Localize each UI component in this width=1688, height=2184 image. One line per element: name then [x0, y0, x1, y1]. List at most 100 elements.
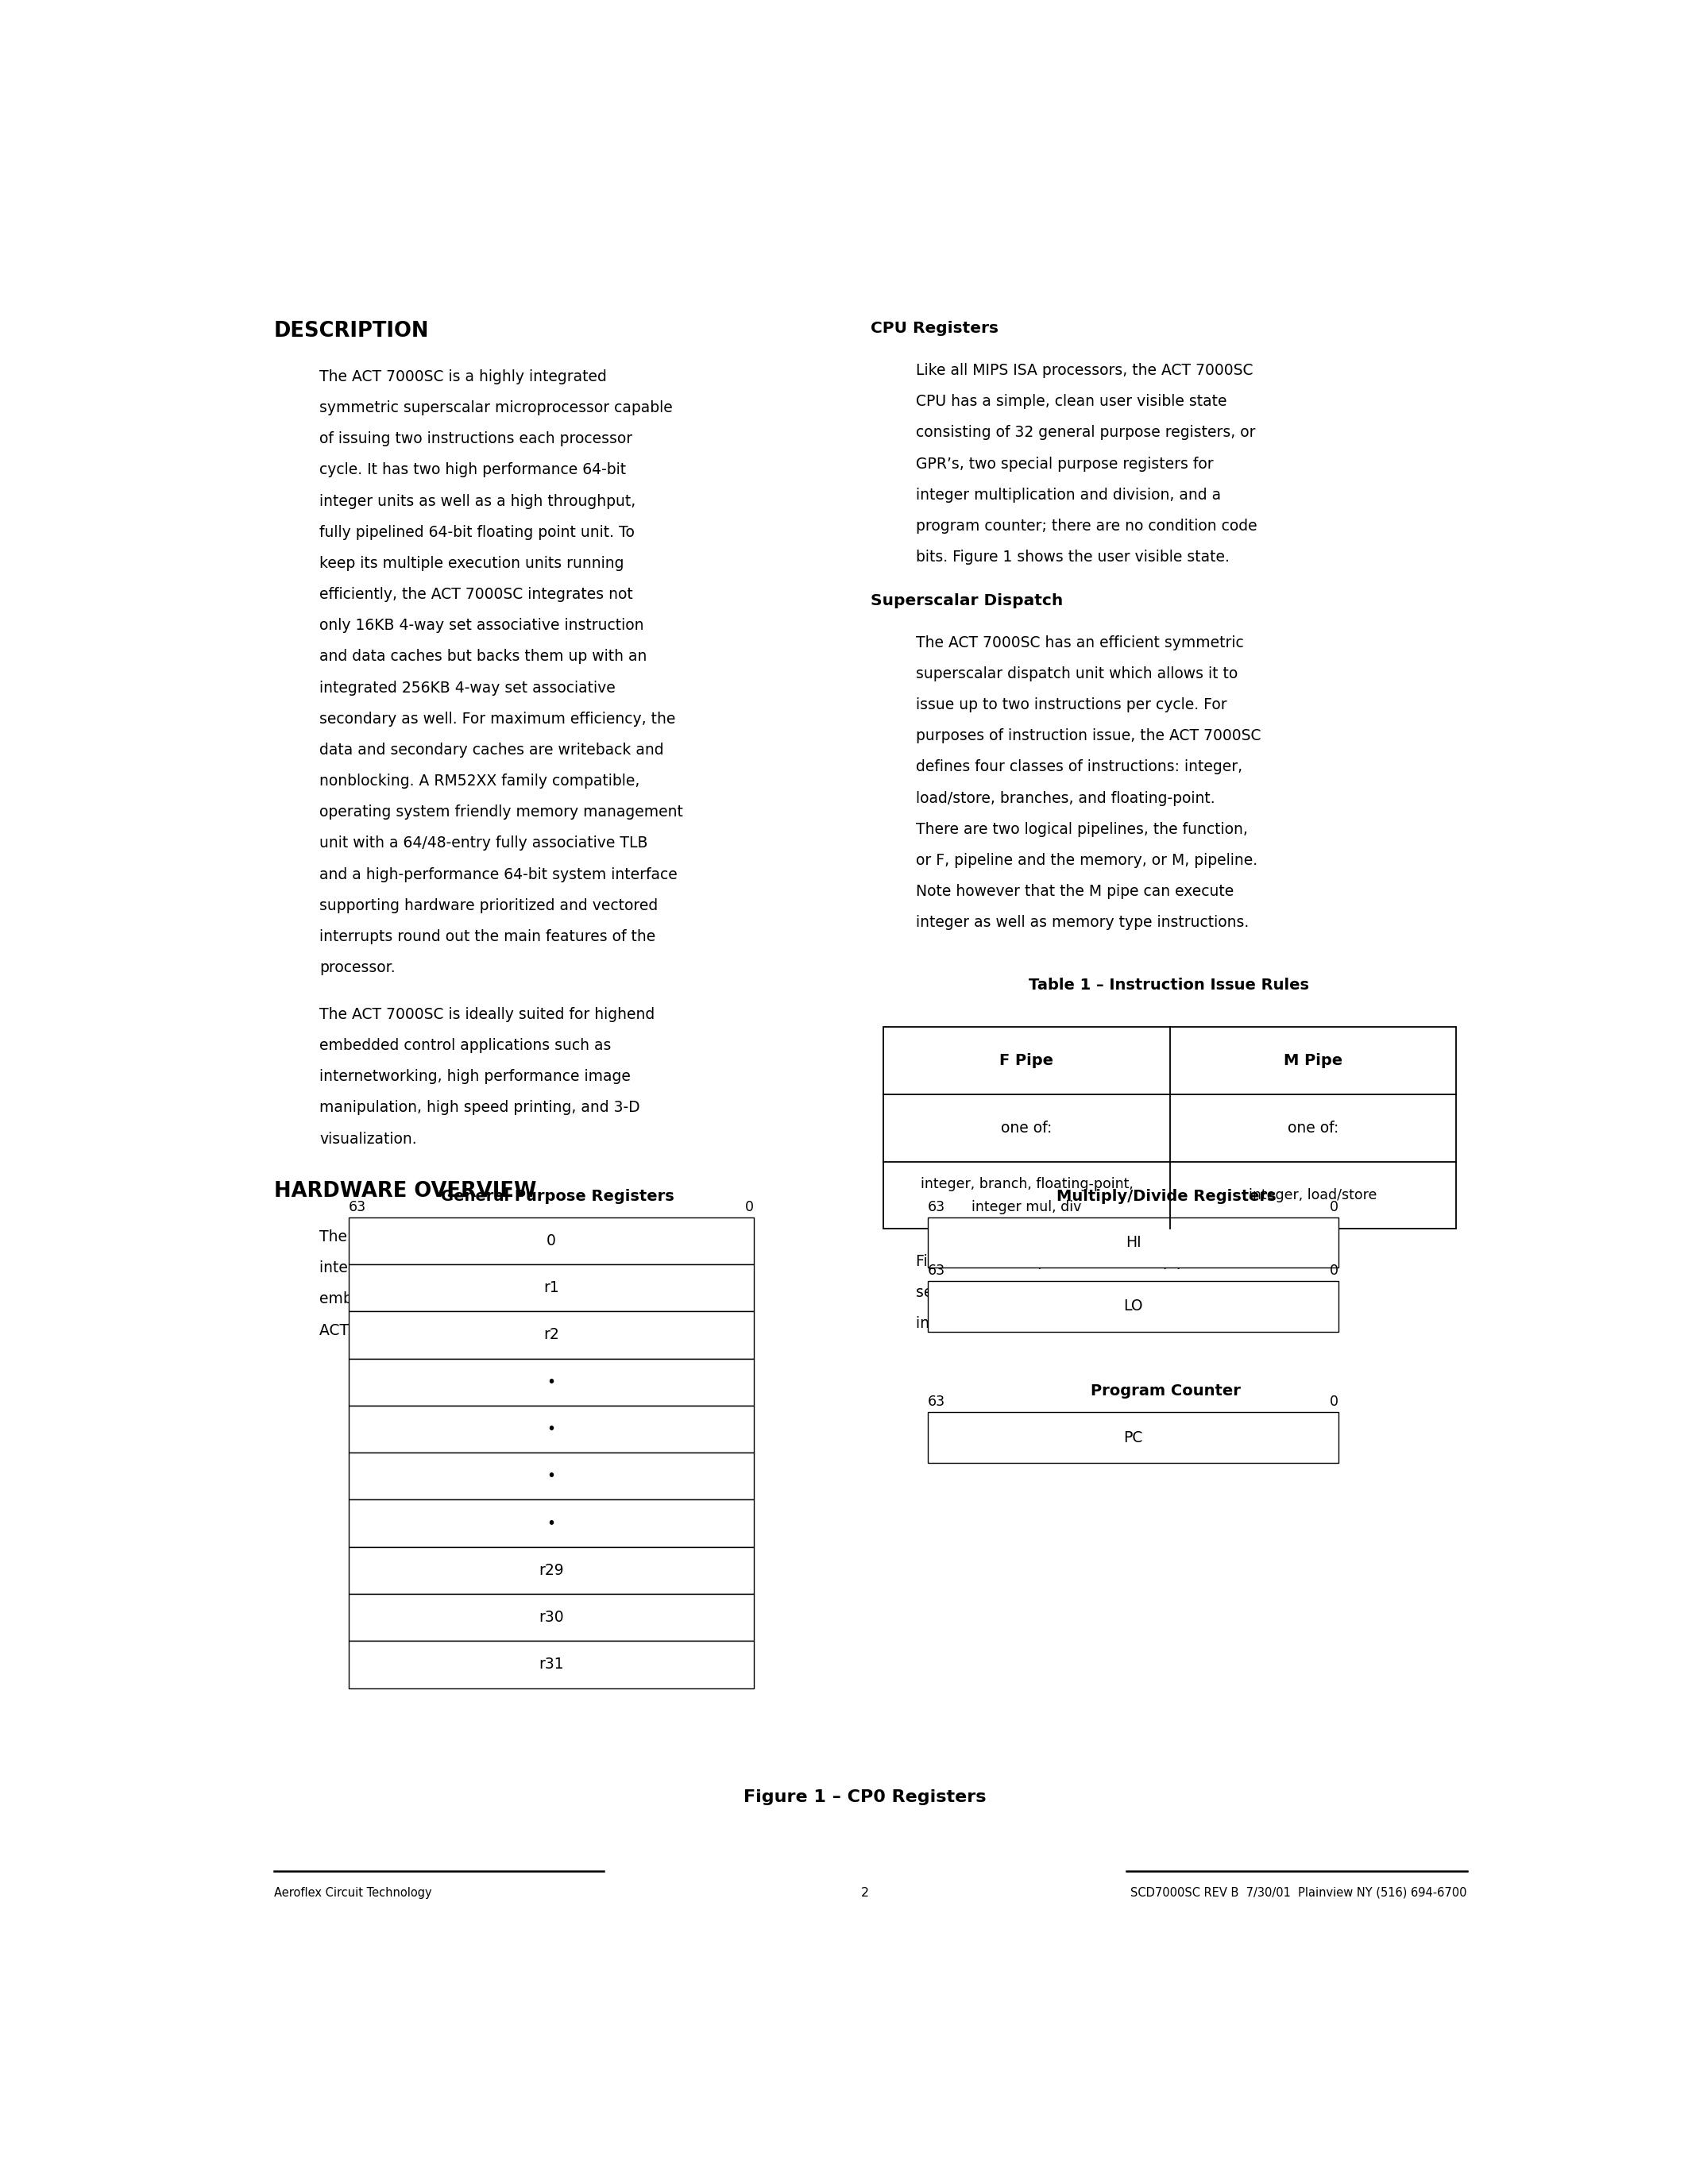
Text: interrupts round out the main features of the: interrupts round out the main features o…	[319, 928, 657, 943]
Text: ACT 7000SC are briefly described below.: ACT 7000SC are briefly described below.	[319, 1324, 621, 1339]
Text: issue up to two instructions per cycle. For: issue up to two instructions per cycle. …	[917, 697, 1227, 712]
Bar	[883, 1026, 1457, 1230]
Text: r29: r29	[538, 1564, 564, 1579]
Bar	[348, 1406, 755, 1452]
Text: GPR’s, two special purpose registers for: GPR’s, two special purpose registers for	[917, 456, 1214, 472]
Text: integrated 256KB 4-way set associative: integrated 256KB 4-way set associative	[319, 679, 616, 695]
Bar	[348, 1500, 755, 1546]
Text: The ACT 7000SC offers a high-level of: The ACT 7000SC offers a high-level of	[319, 1230, 603, 1245]
Text: data and secondary caches are writeback and: data and secondary caches are writeback …	[319, 743, 663, 758]
Text: Aeroflex Circuit Technology: Aeroflex Circuit Technology	[273, 1887, 432, 1898]
Text: F Pipe: F Pipe	[999, 1053, 1053, 1068]
Text: integer, branch, floating-point,: integer, branch, floating-point,	[920, 1177, 1133, 1190]
Bar	[348, 1358, 755, 1406]
Text: SCD7000SC REV B  7/30/01  Plainview NY (516) 694-6700: SCD7000SC REV B 7/30/01 Plainview NY (51…	[1131, 1887, 1467, 1898]
Text: 0: 0	[547, 1234, 555, 1249]
Text: PC: PC	[1124, 1431, 1143, 1446]
Text: 63: 63	[348, 1199, 366, 1214]
Text: of issuing two instructions each processor: of issuing two instructions each process…	[319, 432, 633, 446]
Text: r30: r30	[538, 1610, 564, 1625]
Text: Superscalar Dispatch: Superscalar Dispatch	[871, 594, 1063, 609]
Bar	[348, 1452, 755, 1500]
Text: r31: r31	[538, 1658, 564, 1673]
Text: Multiply/Divide Registers: Multiply/Divide Registers	[1057, 1188, 1276, 1203]
Text: and a high-performance 64-bit system interface: and a high-performance 64-bit system int…	[319, 867, 677, 882]
Text: 0: 0	[1330, 1265, 1339, 1278]
Text: visualization.: visualization.	[319, 1131, 417, 1147]
Text: 2: 2	[861, 1887, 869, 1898]
Text: HI: HI	[1126, 1234, 1141, 1249]
Text: integer, load/store: integer, load/store	[1249, 1188, 1377, 1203]
Text: •: •	[547, 1422, 555, 1437]
Bar	[348, 1640, 755, 1688]
Text: Figure 2 is a simplification of the pipeline: Figure 2 is a simplification of the pipe…	[917, 1254, 1222, 1269]
Text: secondary as well. For maximum efficiency, the: secondary as well. For maximum efficienc…	[319, 712, 675, 727]
Text: keep its multiple execution units running: keep its multiple execution units runnin…	[319, 555, 625, 570]
Bar	[348, 1310, 755, 1358]
Text: General Purpose Registers: General Purpose Registers	[441, 1188, 674, 1203]
Text: Table 1 – Instruction Issue Rules: Table 1 – Instruction Issue Rules	[1028, 978, 1308, 992]
Text: or F, pipeline and the memory, or M, pipeline.: or F, pipeline and the memory, or M, pip…	[917, 854, 1258, 867]
Bar	[928, 1413, 1339, 1463]
Text: CPU Registers: CPU Registers	[871, 321, 998, 336]
Text: The ACT 7000SC is ideally suited for highend: The ACT 7000SC is ideally suited for hig…	[319, 1007, 655, 1022]
Text: embedded control applications such as: embedded control applications such as	[319, 1037, 611, 1053]
Text: integer multiplication and division, and a: integer multiplication and division, and…	[917, 487, 1220, 502]
Text: The ACT 7000SC is a highly integrated: The ACT 7000SC is a highly integrated	[319, 369, 608, 384]
Bar	[928, 1282, 1339, 1332]
Text: nonblocking. A RM52XX family compatible,: nonblocking. A RM52XX family compatible,	[319, 773, 640, 788]
Text: internetworking, high performance image: internetworking, high performance image	[319, 1070, 631, 1083]
Text: •: •	[547, 1374, 555, 1389]
Text: and data caches but backs them up with an: and data caches but backs them up with a…	[319, 649, 647, 664]
Text: Program Counter: Program Counter	[1090, 1385, 1241, 1400]
Text: efficiently, the ACT 7000SC integrates not: efficiently, the ACT 7000SC integrates n…	[319, 587, 633, 603]
Text: 0: 0	[744, 1199, 755, 1214]
Text: bits. Figure 1 shows the user visible state.: bits. Figure 1 shows the user visible st…	[917, 550, 1231, 566]
Text: 0: 0	[1330, 1396, 1339, 1409]
Bar	[348, 1594, 755, 1640]
Text: superscalar dispatch unit which allows it to: superscalar dispatch unit which allows i…	[917, 666, 1237, 681]
Text: integer mul, div: integer mul, div	[972, 1199, 1082, 1214]
Text: cycle. It has two high performance 64-bit: cycle. It has two high performance 64-bi…	[319, 463, 626, 478]
Text: one of:: one of:	[1001, 1120, 1052, 1136]
Text: •: •	[547, 1516, 555, 1531]
Text: integration targeted at high-performance: integration targeted at high-performance	[319, 1260, 628, 1275]
Text: •: •	[547, 1468, 555, 1483]
Text: section and illustrates the basics of the: section and illustrates the basics of th…	[917, 1284, 1209, 1299]
Bar	[348, 1265, 755, 1310]
Text: 63: 63	[928, 1199, 945, 1214]
Text: embedded applications. The key elements of the: embedded applications. The key elements …	[319, 1291, 684, 1306]
Text: consisting of 32 general purpose registers, or: consisting of 32 general purpose registe…	[917, 426, 1256, 441]
Text: r1: r1	[544, 1280, 559, 1295]
Text: only 16KB 4-way set associative instruction: only 16KB 4-way set associative instruct…	[319, 618, 645, 633]
Text: CPU has a simple, clean user visible state: CPU has a simple, clean user visible sta…	[917, 393, 1227, 408]
Text: load/store, branches, and floating-point.: load/store, branches, and floating-point…	[917, 791, 1215, 806]
Text: 0: 0	[1330, 1199, 1339, 1214]
Text: operating system friendly memory management: operating system friendly memory managem…	[319, 804, 684, 819]
Text: one of:: one of:	[1288, 1120, 1339, 1136]
Bar	[348, 1546, 755, 1594]
Text: program counter; there are no condition code: program counter; there are no condition …	[917, 518, 1258, 533]
Text: 63: 63	[928, 1265, 945, 1278]
Text: DESCRIPTION: DESCRIPTION	[273, 321, 429, 341]
Text: r2: r2	[544, 1328, 559, 1343]
Text: unit with a 64/48-entry fully associative TLB: unit with a 64/48-entry fully associativ…	[319, 836, 648, 852]
Text: Figure 1 – CP0 Registers: Figure 1 – CP0 Registers	[744, 1789, 986, 1804]
Text: Like all MIPS ISA processors, the ACT 7000SC: Like all MIPS ISA processors, the ACT 70…	[917, 363, 1252, 378]
Text: integer units as well as a high throughput,: integer units as well as a high throughp…	[319, 494, 636, 509]
Text: instruction issue mechanism.: instruction issue mechanism.	[917, 1317, 1134, 1332]
Text: purposes of instruction issue, the ACT 7000SC: purposes of instruction issue, the ACT 7…	[917, 729, 1261, 743]
Text: LO: LO	[1124, 1299, 1143, 1315]
Text: symmetric superscalar microprocessor capable: symmetric superscalar microprocessor cap…	[319, 400, 674, 415]
Text: manipulation, high speed printing, and 3-D: manipulation, high speed printing, and 3…	[319, 1101, 640, 1116]
Text: fully pipelined 64-bit floating point unit. To: fully pipelined 64-bit floating point un…	[319, 524, 635, 539]
Text: supporting hardware prioritized and vectored: supporting hardware prioritized and vect…	[319, 898, 658, 913]
Text: 63: 63	[928, 1396, 945, 1409]
Text: defines four classes of instructions: integer,: defines four classes of instructions: in…	[917, 760, 1242, 775]
Text: Note however that the M pipe can execute: Note however that the M pipe can execute	[917, 885, 1234, 900]
Text: HARDWARE OVERVIEW: HARDWARE OVERVIEW	[273, 1182, 537, 1201]
Bar	[928, 1216, 1339, 1267]
Text: M Pipe: M Pipe	[1283, 1053, 1342, 1068]
Text: processor.: processor.	[319, 961, 395, 976]
Text: The ACT 7000SC has an efficient symmetric: The ACT 7000SC has an efficient symmetri…	[917, 636, 1244, 651]
